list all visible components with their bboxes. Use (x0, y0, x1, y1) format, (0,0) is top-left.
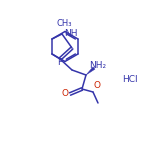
Text: F: F (57, 58, 62, 67)
Text: HCl: HCl (122, 76, 138, 85)
Text: O: O (94, 81, 101, 90)
Text: O: O (61, 90, 68, 98)
Text: NH: NH (64, 29, 78, 38)
Polygon shape (86, 67, 95, 75)
Text: NH₂: NH₂ (89, 61, 106, 70)
Text: CH₃: CH₃ (56, 19, 72, 29)
